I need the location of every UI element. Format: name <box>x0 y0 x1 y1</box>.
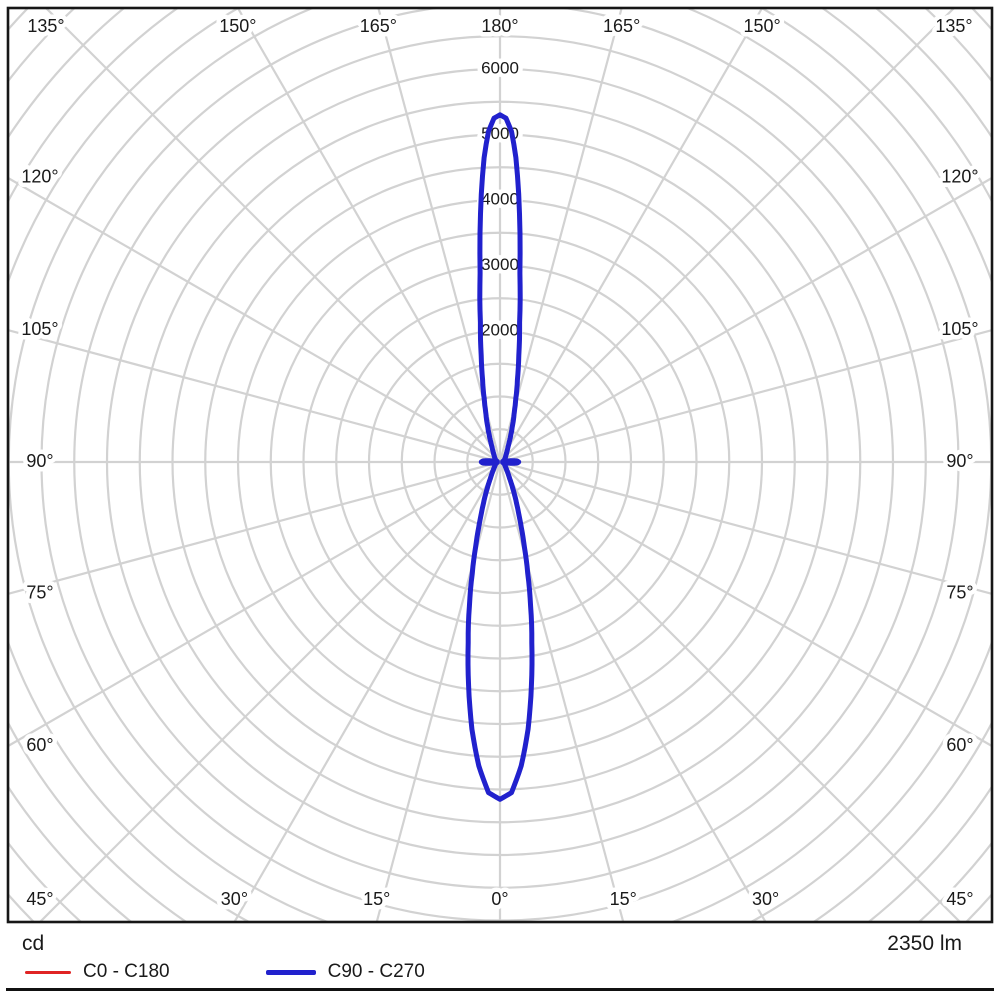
units-label: cd <box>22 932 45 955</box>
angle-tick-label: 75° <box>26 583 53 603</box>
angle-tick-label: 15° <box>363 889 390 909</box>
angle-tick-label: 150° <box>219 16 256 36</box>
bottom-divider <box>6 988 994 991</box>
angle-tick-label: 45° <box>26 889 53 909</box>
angle-tick-label: 30° <box>752 889 779 909</box>
angle-tick-label: 120° <box>941 167 978 187</box>
angle-tick-label: 90° <box>26 451 53 471</box>
legend-label-c0-c180: C0 - C180 <box>83 961 170 982</box>
angle-tick-label: 0° <box>491 889 508 909</box>
angle-tick-label: 180° <box>481 16 518 36</box>
legend: C0 - C180 C90 - C270 <box>25 959 425 985</box>
angle-tick-label: 90° <box>946 451 973 471</box>
angle-tick-label: 150° <box>743 16 780 36</box>
legend-item-c0-c180: C0 - C180 <box>25 961 170 983</box>
angle-tick-label: 60° <box>26 735 53 755</box>
angle-tick-label: 15° <box>610 889 637 909</box>
chart-footer: cd 2350 lm <box>22 931 962 957</box>
radial-tick-label: 2000 <box>481 320 519 339</box>
radial-tick-label: 3000 <box>481 255 519 274</box>
blue-line-swatch-icon <box>265 969 316 975</box>
polar-grid <box>8 8 992 922</box>
angle-tick-label: 105° <box>21 319 58 339</box>
curve-c90-c270 <box>465 112 535 802</box>
radial-tick-label: 4000 <box>481 189 519 208</box>
angle-tick-label: 165° <box>360 16 397 36</box>
red-line-swatch-icon <box>25 970 71 974</box>
legend-label-c90-c270: C90 - C270 <box>327 961 425 982</box>
legend-item-c90-c270: C90 - C270 <box>265 961 425 983</box>
angle-tick-label: 120° <box>21 167 58 187</box>
angle-tick-label: 165° <box>603 16 640 36</box>
radial-tick-label: 6000 <box>481 58 519 77</box>
angle-tick-label: 30° <box>221 889 248 909</box>
chart-border <box>6 6 994 924</box>
angle-tick-label: 60° <box>946 735 973 755</box>
angle-tick-label: 105° <box>941 319 978 339</box>
luminous-flux-label: 2350 lm <box>887 932 962 955</box>
angle-tick-label: 75° <box>946 583 973 603</box>
polar-intensity-chart: 0° 15° 15° 30° 30° 45° 45° 60° 60° 75° 75° 90° 90° 10… <box>6 6 994 924</box>
angle-tick-label: 135° <box>935 16 972 36</box>
angle-tick-label: 45° <box>946 889 973 909</box>
angle-tick-label: 135° <box>27 16 64 36</box>
